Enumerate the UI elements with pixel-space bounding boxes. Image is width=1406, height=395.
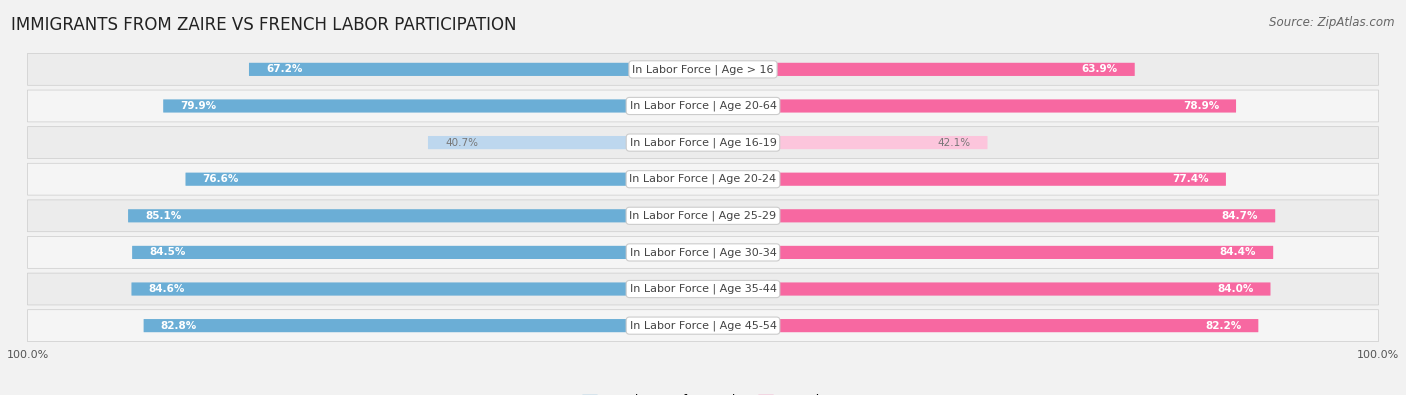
Text: In Labor Force | Age 30-34: In Labor Force | Age 30-34 bbox=[630, 247, 776, 258]
Text: 67.2%: 67.2% bbox=[266, 64, 302, 74]
FancyBboxPatch shape bbox=[703, 209, 1275, 222]
Text: 85.1%: 85.1% bbox=[145, 211, 181, 221]
FancyBboxPatch shape bbox=[703, 173, 1226, 186]
FancyBboxPatch shape bbox=[28, 200, 1378, 232]
Text: IMMIGRANTS FROM ZAIRE VS FRENCH LABOR PARTICIPATION: IMMIGRANTS FROM ZAIRE VS FRENCH LABOR PA… bbox=[11, 16, 517, 34]
Text: 42.1%: 42.1% bbox=[938, 137, 970, 148]
FancyBboxPatch shape bbox=[703, 319, 1258, 332]
FancyBboxPatch shape bbox=[132, 246, 703, 259]
Text: 84.6%: 84.6% bbox=[149, 284, 184, 294]
Text: 84.0%: 84.0% bbox=[1218, 284, 1254, 294]
Text: In Labor Force | Age 35-44: In Labor Force | Age 35-44 bbox=[630, 284, 776, 294]
FancyBboxPatch shape bbox=[427, 136, 703, 149]
Text: Source: ZipAtlas.com: Source: ZipAtlas.com bbox=[1270, 16, 1395, 29]
FancyBboxPatch shape bbox=[703, 282, 1271, 295]
Text: 63.9%: 63.9% bbox=[1081, 64, 1118, 74]
FancyBboxPatch shape bbox=[703, 136, 987, 149]
Text: In Labor Force | Age 25-29: In Labor Force | Age 25-29 bbox=[630, 211, 776, 221]
FancyBboxPatch shape bbox=[128, 209, 703, 222]
Text: 78.9%: 78.9% bbox=[1182, 101, 1219, 111]
FancyBboxPatch shape bbox=[28, 163, 1378, 195]
FancyBboxPatch shape bbox=[28, 273, 1378, 305]
Legend: Immigrants from Zaire, French: Immigrants from Zaire, French bbox=[582, 394, 824, 395]
Text: 77.4%: 77.4% bbox=[1173, 174, 1209, 184]
Text: In Labor Force | Age 20-64: In Labor Force | Age 20-64 bbox=[630, 101, 776, 111]
FancyBboxPatch shape bbox=[28, 237, 1378, 268]
FancyBboxPatch shape bbox=[163, 100, 703, 113]
Text: 82.8%: 82.8% bbox=[160, 321, 197, 331]
FancyBboxPatch shape bbox=[143, 319, 703, 332]
Text: 84.4%: 84.4% bbox=[1219, 247, 1256, 258]
FancyBboxPatch shape bbox=[28, 127, 1378, 158]
FancyBboxPatch shape bbox=[28, 310, 1378, 342]
Text: 84.7%: 84.7% bbox=[1222, 211, 1258, 221]
Text: 84.5%: 84.5% bbox=[149, 247, 186, 258]
FancyBboxPatch shape bbox=[28, 53, 1378, 85]
FancyBboxPatch shape bbox=[249, 63, 703, 76]
Text: In Labor Force | Age 16-19: In Labor Force | Age 16-19 bbox=[630, 137, 776, 148]
FancyBboxPatch shape bbox=[703, 246, 1274, 259]
Text: 79.9%: 79.9% bbox=[180, 101, 217, 111]
FancyBboxPatch shape bbox=[703, 100, 1236, 113]
Text: 40.7%: 40.7% bbox=[444, 137, 478, 148]
Text: In Labor Force | Age > 16: In Labor Force | Age > 16 bbox=[633, 64, 773, 75]
Text: In Labor Force | Age 45-54: In Labor Force | Age 45-54 bbox=[630, 320, 776, 331]
FancyBboxPatch shape bbox=[186, 173, 703, 186]
FancyBboxPatch shape bbox=[703, 63, 1135, 76]
Text: 82.2%: 82.2% bbox=[1205, 321, 1241, 331]
FancyBboxPatch shape bbox=[131, 282, 703, 295]
Text: In Labor Force | Age 20-24: In Labor Force | Age 20-24 bbox=[630, 174, 776, 184]
FancyBboxPatch shape bbox=[28, 90, 1378, 122]
Text: 76.6%: 76.6% bbox=[202, 174, 239, 184]
